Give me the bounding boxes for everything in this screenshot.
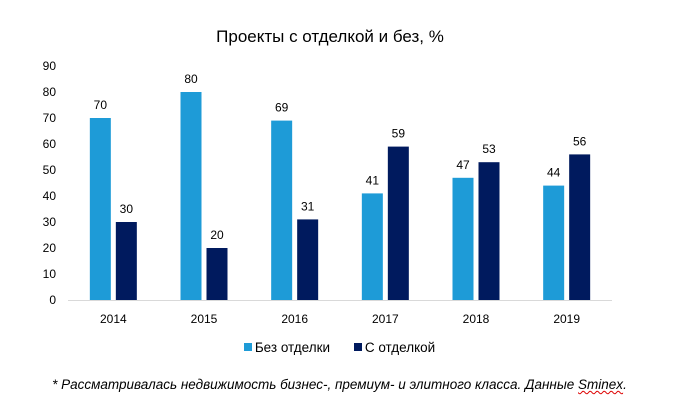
data-label: 30 [120,202,134,216]
x-tick-label: 2015 [191,312,218,326]
legend-item-s-otdelkoy: С отделкой [353,340,436,355]
y-tick-label: 30 [43,215,57,229]
data-label: 70 [94,98,108,112]
data-label: 80 [184,72,198,86]
legend-swatch [353,343,362,351]
bar-s-otdelkoy-2018 [478,162,500,300]
bar-bez-otdelki-2014 [89,118,111,300]
bar-bez-otdelki-2017 [361,193,383,300]
bar-bez-otdelki-2018 [452,177,474,300]
bar-s-otdelkoy-2016 [297,219,319,300]
footnote: * Рассматривалась недвижимость бизнес-, … [0,377,679,392]
legend-item-bez-otdelki: Без отделки [243,340,331,355]
x-tick-label: 2017 [372,312,399,326]
y-tick-label: 10 [43,267,57,281]
bar-s-otdelkoy-2017 [387,146,409,300]
y-tick-label: 80 [43,85,57,99]
legend-label: С отделкой [364,340,436,355]
y-tick-label: 20 [43,241,57,255]
footnote-text: * Рассматривалась недвижимость бизнес-, … [52,377,579,392]
x-tick-label: 2014 [100,312,127,326]
bar-bez-otdelki-2015 [180,92,202,300]
bar-s-otdelkoy-2019 [569,154,591,300]
data-label: 20 [210,228,224,242]
bar-bez-otdelki-2016 [271,120,293,300]
x-tick-label: 2018 [463,312,490,326]
y-tick-label: 90 [43,59,57,73]
bar-bez-otdelki-2019 [543,185,565,300]
y-tick-label: 40 [43,189,57,203]
footnote-source: Sminex [578,377,624,392]
legend-label: Без отделки [254,340,331,355]
legend-swatch [243,343,252,351]
chart-title: Проекты с отделкой и без, % [216,27,444,46]
data-label: 44 [547,166,561,180]
data-label: 41 [366,173,380,187]
data-label: 59 [392,127,406,141]
x-tick-label: 2016 [281,312,308,326]
x-tick-label: 2019 [553,312,580,326]
y-tick-label: 60 [43,137,57,151]
y-tick-label: 50 [43,163,57,177]
data-label: 53 [482,142,496,156]
footnote-end: . [623,377,627,392]
data-label: 69 [275,101,289,115]
y-tick-label: 70 [43,111,57,125]
bar-s-otdelkoy-2014 [115,222,137,300]
y-tick-label: 0 [49,293,56,307]
bar-s-otdelkoy-2015 [206,248,228,300]
data-label: 56 [573,134,587,148]
legend: Без отделки С отделкой [0,340,679,355]
data-label: 47 [456,158,470,172]
data-label: 31 [301,199,315,213]
